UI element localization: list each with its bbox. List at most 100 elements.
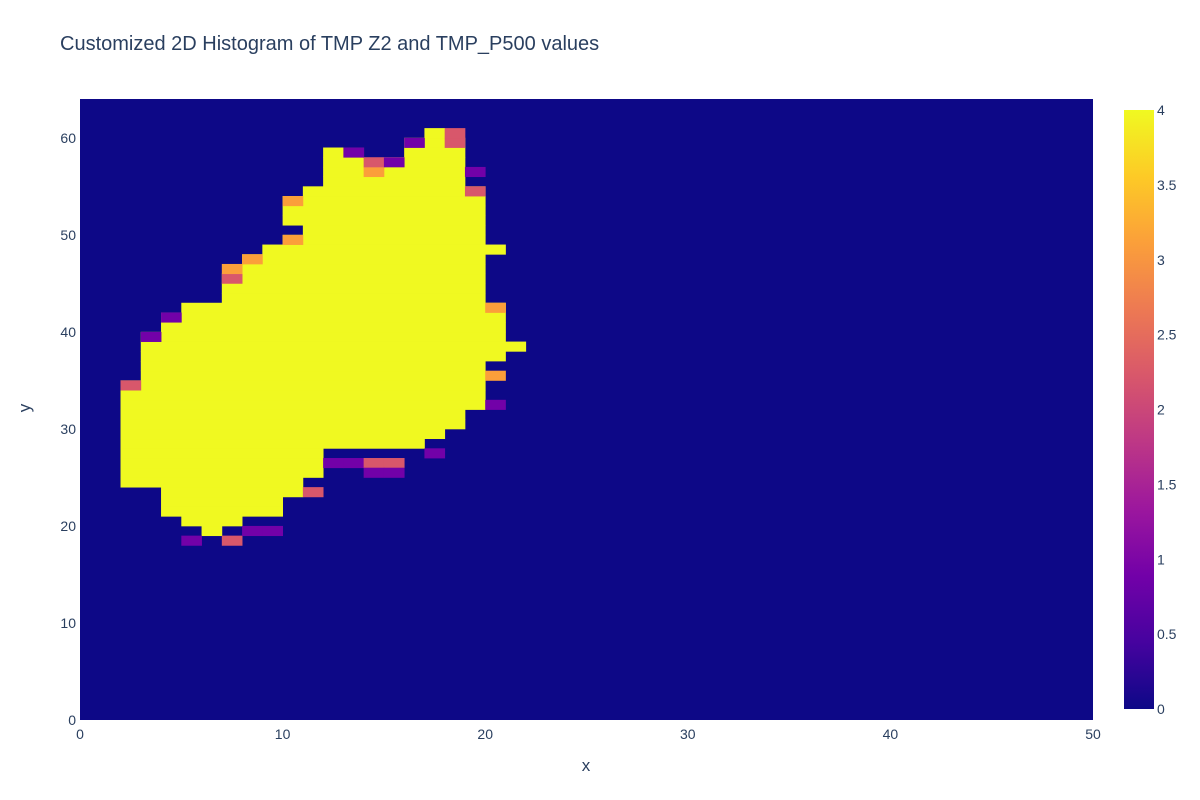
histogram-bin	[302, 487, 324, 498]
histogram-bin-run	[302, 186, 486, 197]
histogram-bin-run	[120, 409, 466, 420]
histogram-bin-run	[120, 467, 324, 478]
histogram-bin-run	[282, 215, 486, 226]
colorbar-tick-label: 4	[1157, 102, 1165, 118]
histogram-bin-run	[262, 244, 506, 255]
colorbar-tick-label: 3.5	[1157, 177, 1177, 193]
histogram-bin-run	[161, 506, 283, 517]
histogram-bin-run	[120, 477, 304, 488]
colorbar-tick-label: 3	[1157, 252, 1165, 268]
colorbar-tick-label: 1.5	[1157, 476, 1177, 492]
y-tick-label: 10	[60, 615, 76, 631]
histogram-bin-run	[242, 254, 486, 265]
histogram-bin-run	[120, 419, 466, 430]
histogram-bin-run	[282, 196, 486, 207]
histogram-bin-run	[161, 496, 283, 507]
histogram-bin	[242, 254, 263, 265]
histogram-bin	[282, 234, 304, 245]
histogram-bin-run	[383, 157, 466, 168]
histogram-bin-run	[221, 283, 486, 294]
x-tick-label: 40	[883, 726, 899, 742]
colorbar-tick-label: 0.5	[1157, 626, 1177, 642]
histogram-bin-run	[120, 448, 324, 459]
y-tick-label: 0	[68, 712, 76, 728]
histogram-bin	[424, 448, 446, 459]
x-tick-label: 30	[680, 726, 696, 742]
histogram-bin	[383, 157, 405, 168]
plot-area[interactable]	[80, 99, 1093, 720]
histogram-bin	[343, 458, 365, 469]
y-tick-label: 60	[60, 130, 76, 146]
histogram-bin	[181, 535, 202, 546]
histogram-bin	[120, 380, 142, 391]
histogram-bin-run	[120, 380, 486, 391]
histogram-bin	[363, 166, 385, 178]
histogram-bin-run	[120, 399, 486, 410]
histogram-bin-run	[161, 312, 506, 323]
histogram-bin-run	[404, 137, 466, 148]
y-tick-label: 40	[60, 324, 76, 340]
histogram-bin-run	[201, 525, 223, 537]
histogram-cells	[120, 128, 527, 546]
histogram-bin-run	[221, 293, 486, 304]
histogram-bin	[485, 370, 506, 381]
histogram-bin	[262, 525, 283, 537]
y-tick-label: 20	[60, 518, 76, 534]
histogram-bin-run	[323, 166, 466, 178]
histogram-bin	[383, 467, 405, 478]
histogram-bin-run	[161, 322, 506, 333]
histogram-bin-run	[424, 128, 446, 139]
histogram-bin-run	[120, 438, 425, 449]
histogram-bin-run	[323, 157, 365, 168]
histogram-bin	[363, 157, 385, 168]
histogram-bin	[363, 458, 385, 469]
histogram-bin-run	[282, 234, 486, 245]
histogram-bin	[161, 312, 182, 323]
histogram-bin-run	[302, 225, 486, 236]
histogram-bin-run	[161, 487, 304, 498]
y-tick-label: 30	[60, 421, 76, 437]
histogram-bin-run	[120, 428, 446, 440]
histogram-bin-run	[140, 331, 506, 342]
histogram-bin-run	[221, 273, 486, 284]
histogram-bin	[221, 263, 243, 275]
histogram-bin	[485, 399, 506, 410]
histogram-bin-run	[323, 176, 466, 187]
histogram-bin	[444, 128, 466, 139]
histogram-bin	[282, 196, 304, 207]
colorbar: 0 0.5 1 1.5 2 2.5 3 3.5 4	[1124, 102, 1177, 717]
histogram-bin	[221, 535, 243, 546]
histogram-bin-run	[282, 205, 486, 216]
histogram-bin	[140, 331, 162, 342]
y-axis-label: y	[15, 403, 34, 412]
x-tick-label: 0	[76, 726, 84, 742]
x-tick-label: 20	[477, 726, 493, 742]
histogram-bin-run	[140, 351, 506, 362]
histogram-bin-run	[140, 360, 486, 372]
x-tick-label: 50	[1085, 726, 1101, 742]
histogram-bin	[363, 467, 385, 478]
y-tick-label: 50	[60, 227, 76, 243]
histogram-bin	[464, 186, 486, 197]
histogram-bin	[383, 458, 405, 469]
histogram-bin	[242, 525, 263, 537]
colorbar-tick-label: 2	[1157, 402, 1165, 418]
histogram-bin-run	[181, 516, 243, 527]
histogram-bin-run	[181, 302, 506, 313]
colorbar-tick-label: 1	[1157, 551, 1165, 567]
y-axis-ticks: 0 10 20 30 40 50 60	[60, 130, 76, 728]
colorbar-gradient	[1124, 110, 1154, 709]
histogram-bin-run	[120, 390, 486, 401]
histogram-bin-run	[242, 263, 486, 275]
histogram-bin-run	[120, 458, 324, 469]
colorbar-tick-label: 2.5	[1157, 327, 1177, 343]
histogram-bin	[464, 166, 486, 178]
histogram-bin	[343, 147, 365, 158]
x-axis-label: x	[582, 756, 591, 775]
colorbar-ticks: 0 0.5 1 1.5 2 2.5 3 3.5 4	[1157, 102, 1177, 717]
chart-title: Customized 2D Histogram of TMP Z2 and TM…	[60, 33, 599, 55]
colorbar-tick-label: 0	[1157, 701, 1165, 717]
histogram-bin-run	[140, 341, 527, 352]
histogram-bin-run	[404, 147, 466, 158]
